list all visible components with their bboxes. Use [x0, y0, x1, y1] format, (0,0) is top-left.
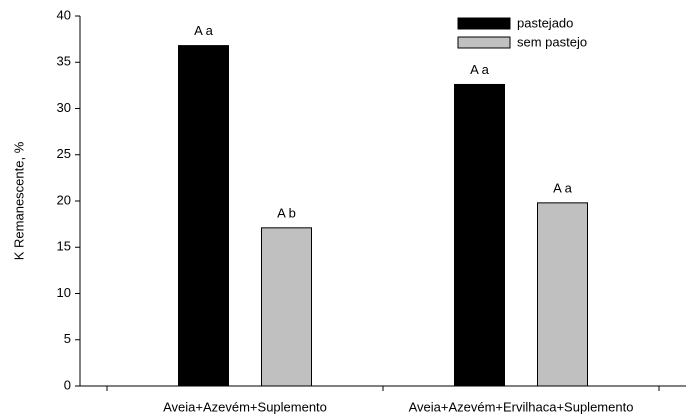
bar-annotation: A b: [277, 205, 296, 220]
y-tick-label: 20: [57, 192, 71, 207]
bar-annotation: A a: [470, 62, 490, 77]
x-tick-label: Aveia+Azevém+Suplemento: [163, 399, 327, 414]
y-tick-label: 30: [57, 100, 71, 115]
bar: [178, 45, 229, 387]
legend-label: sem pastejo: [517, 34, 587, 49]
y-axis-label: K Remanescente, %: [11, 141, 26, 260]
bar-annotation: A a: [553, 180, 573, 195]
y-tick-label: 35: [57, 54, 71, 69]
x-tick-label: Aveia+Azevém+Ervilhaca+Suplemento: [409, 399, 634, 414]
y-tick-label: 15: [57, 239, 71, 254]
bar: [537, 202, 588, 387]
y-tick-label: 40: [57, 7, 71, 22]
bar-annotation: A a: [194, 23, 214, 38]
bar: [261, 227, 312, 387]
y-tick-label: 0: [64, 377, 71, 392]
y-tick-label: 25: [57, 146, 71, 161]
y-tick-label: 5: [64, 331, 71, 346]
y-tick-label: 10: [57, 285, 71, 300]
bar: [454, 83, 505, 387]
legend-swatch: [457, 17, 511, 30]
legend-label: pastejado: [517, 15, 573, 30]
legend-swatch: [457, 36, 511, 49]
